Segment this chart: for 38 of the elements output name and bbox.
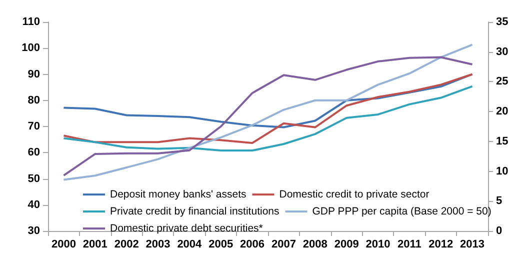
line-series: [62, 73, 474, 144]
y-tick-label: 110: [22, 16, 40, 28]
line-series: [62, 85, 474, 152]
y-tick-label: 60: [28, 146, 40, 159]
y2-tick-label: 0: [496, 225, 502, 237]
legend-label: Domestic credit to private sector: [279, 188, 430, 200]
legend-label: GDP PPP per capita (Base 2000 = 50): [312, 206, 492, 218]
x-tick-label: 2004: [177, 238, 203, 250]
y2-tick-label: 20: [496, 106, 508, 118]
y2-tick-label: 15: [496, 135, 508, 148]
y-tick-label: 30: [28, 225, 40, 237]
x-tick-label: 2009: [334, 238, 359, 250]
y-tick-label: 80: [28, 94, 40, 106]
legend-label: Domestic private debt securities*: [110, 222, 263, 234]
x-tick-label: 2008: [302, 238, 328, 250]
x-tick-label: 2000: [51, 238, 76, 250]
y-tick-label: 70: [28, 120, 40, 132]
y2-tick-label: 5: [496, 195, 502, 208]
x-tick-label: 2007: [271, 238, 296, 250]
x-tick-label: 2011: [397, 238, 422, 250]
x-tick-label: 2013: [460, 238, 485, 250]
x-tick-label: 2002: [114, 238, 139, 250]
y2-tick-label: 25: [496, 76, 508, 88]
x-tick-label: 2006: [240, 238, 265, 250]
legend-label: Private credit by financial institutions: [110, 206, 280, 218]
y-tick-label: 90: [28, 68, 40, 80]
x-tick-label: 2012: [428, 238, 454, 250]
y2-tick-label: 30: [496, 46, 508, 58]
legend-label: Deposit money banks' assets: [110, 188, 246, 200]
y2-tick-label: 35: [496, 16, 508, 28]
x-tick-label: 2001: [82, 238, 108, 250]
x-tick-label: 2005: [208, 238, 234, 250]
x-tick-label: 2003: [146, 238, 170, 250]
y-tick-label: 50: [28, 172, 40, 185]
y-tick-label: 100: [22, 42, 40, 54]
y2-tick-label: 10: [496, 165, 508, 178]
x-tick-label: 2010: [366, 238, 390, 250]
y-tick-label: 40: [28, 198, 40, 211]
